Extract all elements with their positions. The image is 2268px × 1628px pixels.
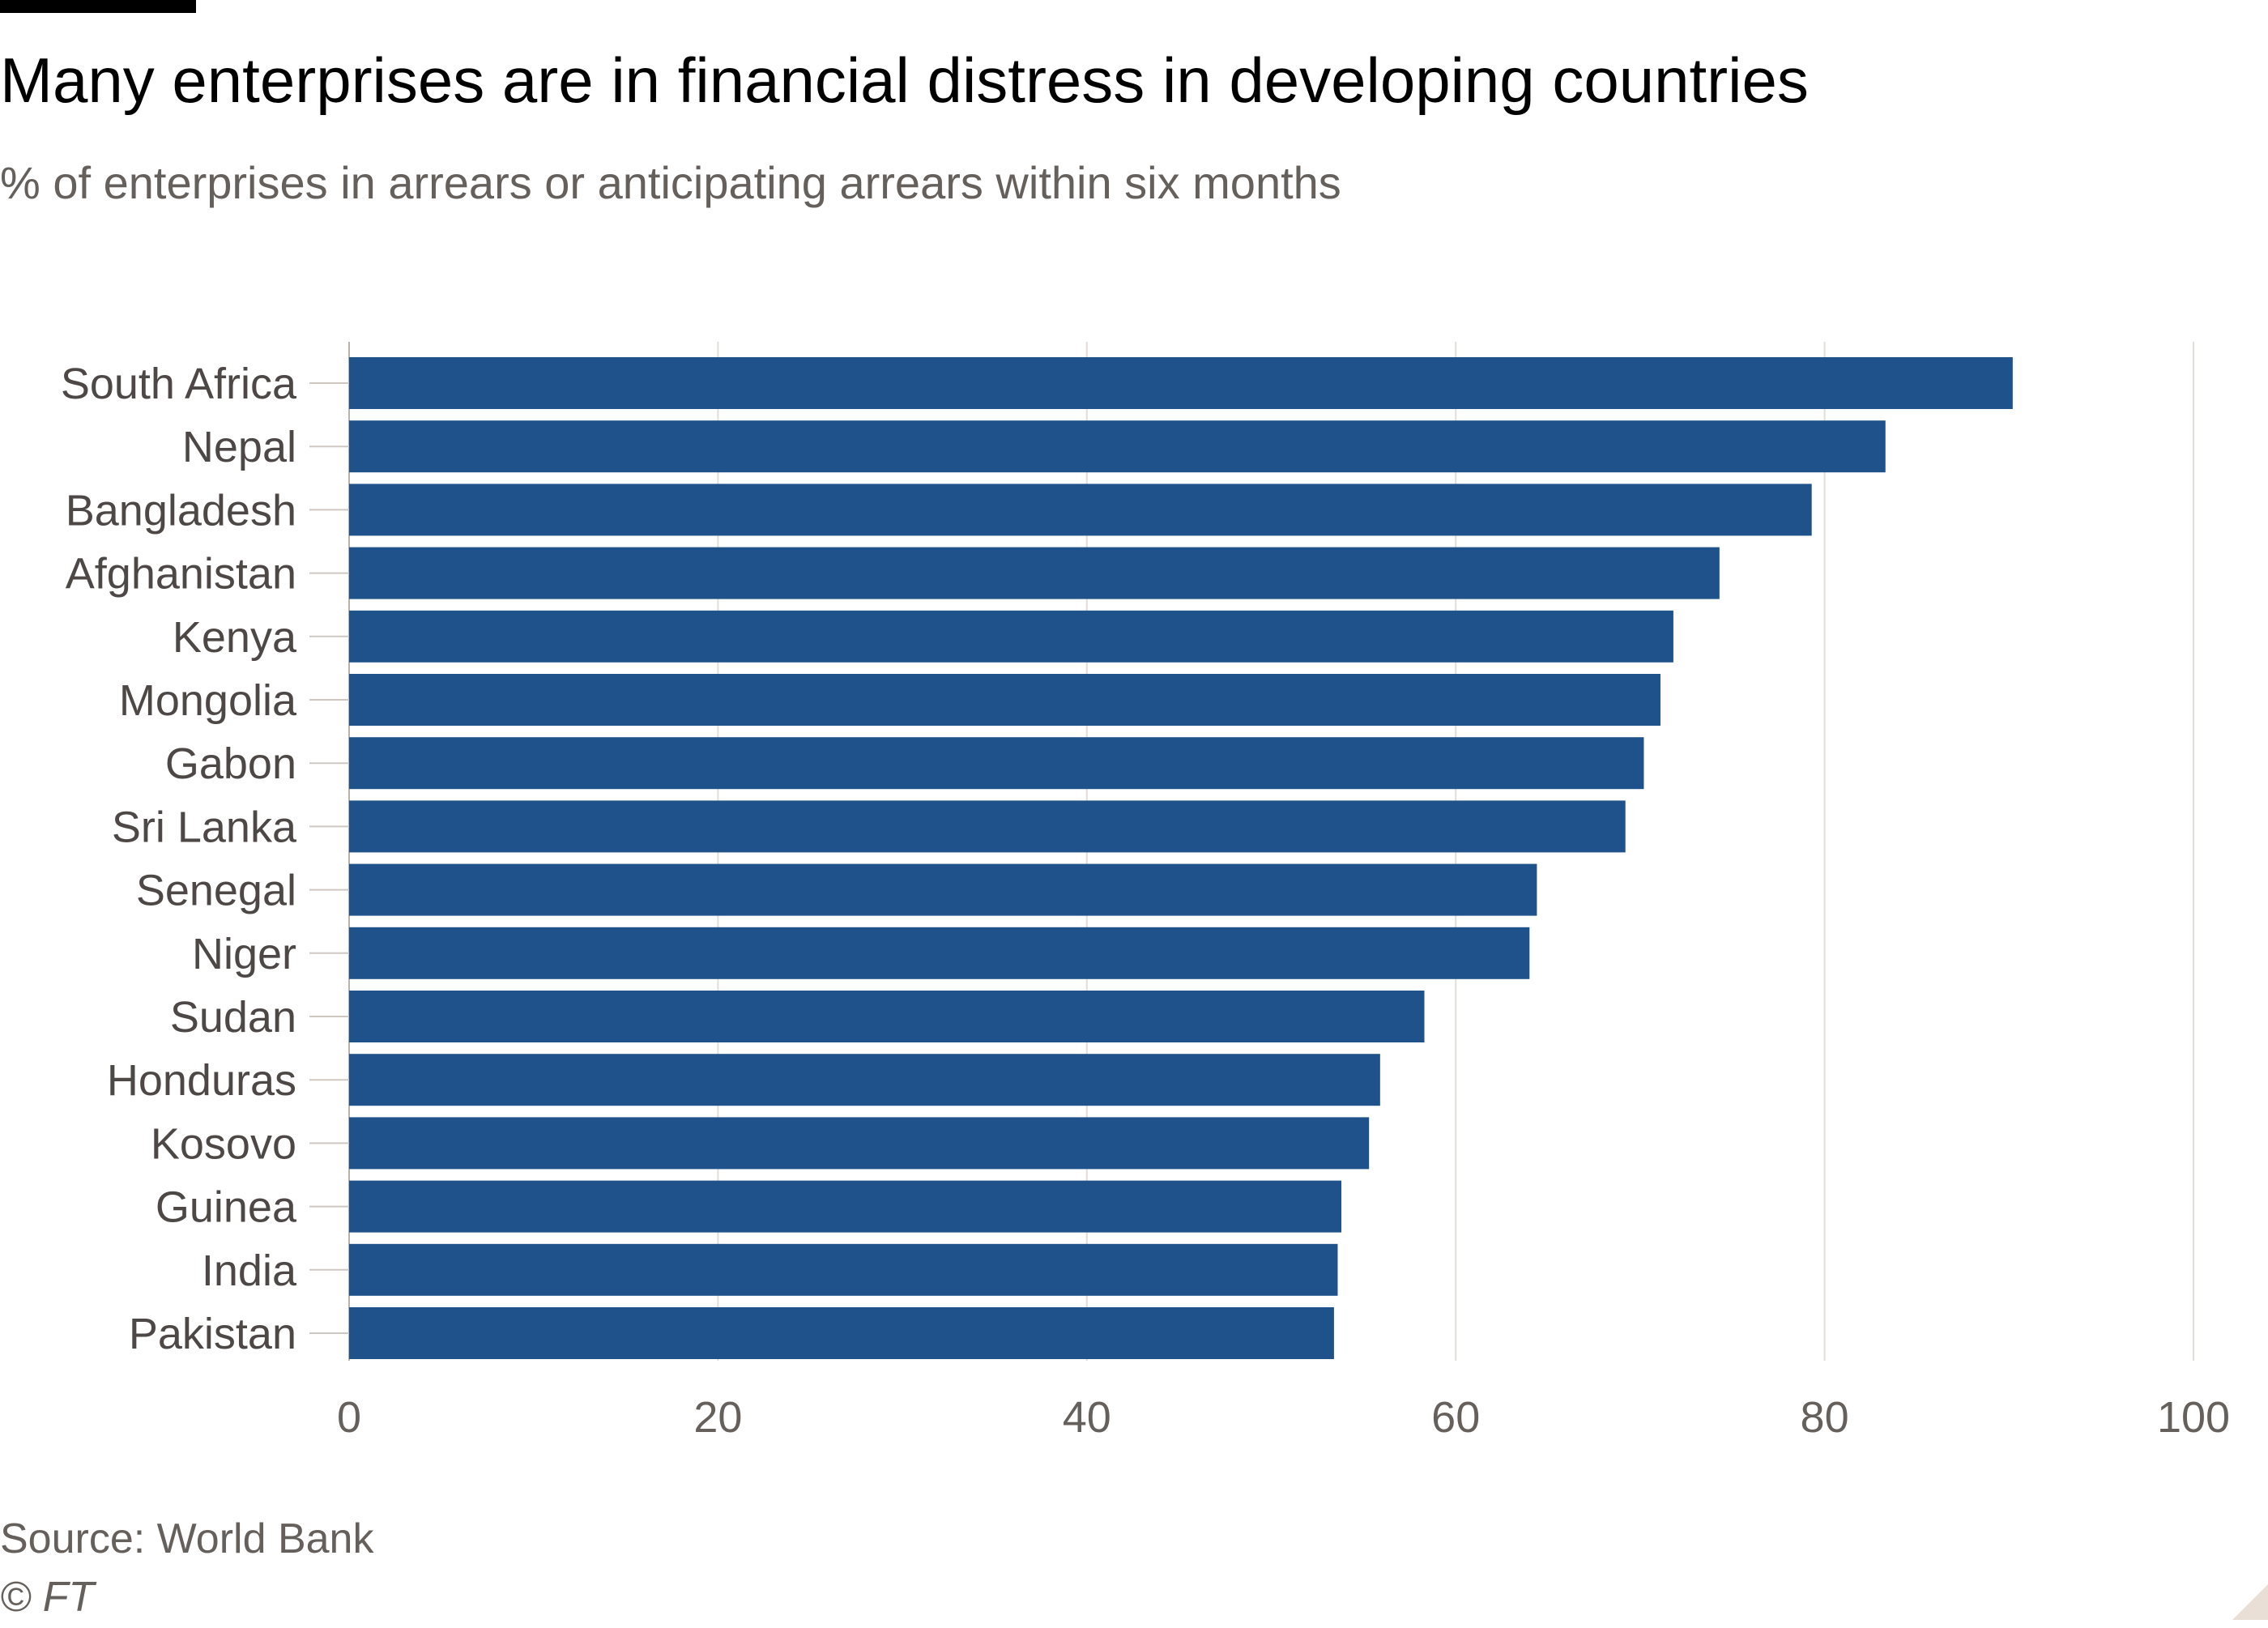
category-label-sri-lanka: Sri Lanka — [112, 803, 297, 851]
category-label-afghanistan: Afghanistan — [66, 550, 296, 599]
bar-south-africa — [349, 357, 2013, 409]
bar-sudan — [349, 991, 1425, 1042]
corner-mark — [2232, 1584, 2268, 1620]
category-label-bangladesh: Bangladesh — [66, 486, 296, 535]
x-tick-label-100: 100 — [2157, 1393, 2230, 1442]
category-label-pakistan: Pakistan — [129, 1310, 296, 1358]
chart-title: Many enterprises are in financial distre… — [0, 45, 1809, 116]
bar-senegal — [349, 863, 1537, 916]
category-label-nepal: Nepal — [182, 423, 296, 471]
bar-nepal — [349, 420, 1886, 473]
category-label-sudan: Sudan — [170, 993, 296, 1042]
category-label-senegal: Senegal — [136, 867, 296, 915]
x-tick-label-20: 20 — [693, 1393, 742, 1442]
category-label-mongolia: Mongolia — [119, 676, 297, 725]
chart-subtitle: % of enterprises in arrears or anticipat… — [0, 157, 1341, 208]
x-axis-tick-labels: 0 20 40 60 80 100 — [337, 1393, 2230, 1442]
bar-sri-lanka — [349, 800, 1626, 853]
bar-guinea — [349, 1180, 1342, 1233]
bars — [349, 357, 2013, 1359]
bar-kenya — [349, 610, 1673, 663]
category-label-honduras: Honduras — [107, 1056, 296, 1105]
bar-niger — [349, 927, 1530, 979]
bar-kosovo — [349, 1117, 1370, 1170]
bar-pakistan — [349, 1307, 1334, 1359]
bar-india — [349, 1243, 1338, 1296]
category-label-india: India — [202, 1247, 297, 1295]
y-axis-ticks — [309, 382, 349, 1334]
category-label-kosovo: Kosovo — [151, 1119, 296, 1168]
category-label-gabon: Gabon — [165, 739, 296, 788]
category-label-kenya: Kenya — [173, 613, 297, 662]
source-note: Source: World Bank — [0, 1515, 374, 1562]
bar-honduras — [349, 1054, 1380, 1106]
top-rule — [0, 0, 196, 13]
x-tick-label-40: 40 — [1063, 1393, 1111, 1442]
x-tick-label-60: 60 — [1431, 1393, 1480, 1442]
category-labels: South Africa Nepal Bangladesh Afghanistan Ke… — [61, 360, 297, 1358]
bar-bangladesh — [349, 484, 1812, 536]
bar-afghanistan — [349, 547, 1720, 599]
x-tick-label-0: 0 — [337, 1393, 361, 1442]
category-label-south-africa: South Africa — [61, 360, 297, 408]
copyright-note: © FT — [0, 1574, 95, 1621]
bar-gabon — [349, 737, 1644, 790]
bar-mongolia — [349, 674, 1660, 726]
x-tick-label-80: 80 — [1801, 1393, 1849, 1442]
category-label-niger: Niger — [192, 930, 296, 978]
category-label-guinea: Guinea — [156, 1183, 297, 1232]
